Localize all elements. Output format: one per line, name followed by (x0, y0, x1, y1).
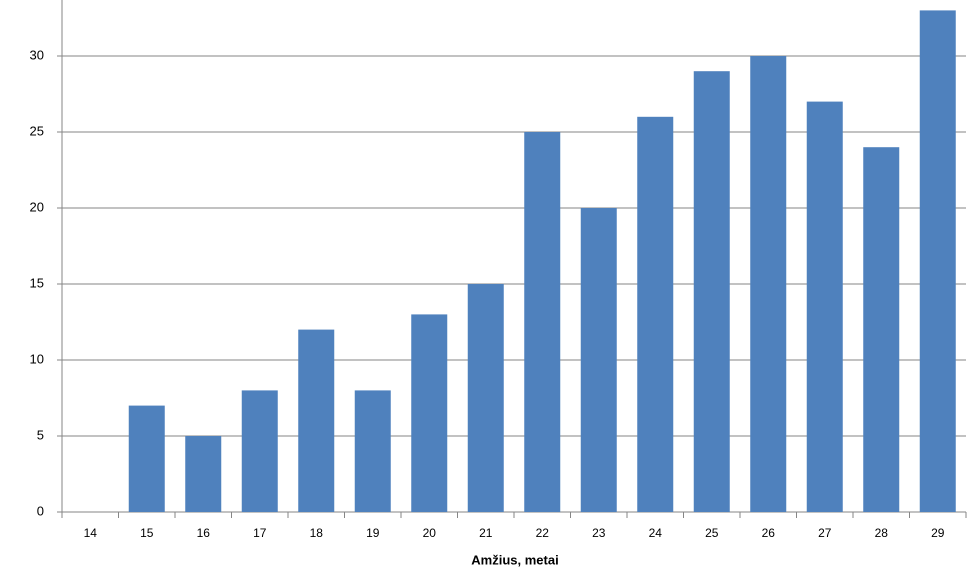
bar (241, 390, 278, 512)
x-tick-label: 18 (310, 526, 324, 540)
bar (580, 208, 617, 512)
x-tick-label: 23 (592, 526, 606, 540)
x-tick-label: 15 (140, 526, 154, 540)
bar (128, 405, 165, 512)
x-tick-label: 20 (423, 526, 437, 540)
x-tick-label: 14 (84, 526, 98, 540)
bar (750, 56, 787, 512)
bar (411, 314, 448, 512)
x-tick-label: 22 (536, 526, 550, 540)
x-tick-label: 25 (705, 526, 719, 540)
y-tick-label: 15 (30, 275, 44, 290)
x-tick-label: 19 (366, 526, 380, 540)
y-tick-label: 5 (37, 427, 44, 442)
bar (298, 329, 335, 512)
bar (919, 10, 956, 513)
x-tick-label: 21 (479, 526, 493, 540)
y-tick-label: 20 (30, 199, 44, 214)
x-tick-label: 29 (931, 526, 945, 540)
x-tick-label: 17 (253, 526, 267, 540)
bar (524, 132, 561, 512)
bar (863, 147, 900, 512)
y-tick-label: 10 (30, 351, 44, 366)
x-axis-title: Amžius, metai (471, 552, 558, 567)
x-tick-label: 28 (875, 526, 889, 540)
x-tick-label: 16 (197, 526, 211, 540)
x-tick-label: 24 (649, 526, 663, 540)
bar (467, 284, 504, 512)
bar (354, 390, 391, 512)
bar (693, 71, 730, 512)
bar (185, 436, 222, 512)
y-tick-label: 25 (30, 123, 44, 138)
y-tick-label: 30 (30, 47, 44, 62)
bar (806, 101, 843, 512)
x-tick-label: 26 (762, 526, 776, 540)
bar (637, 116, 674, 513)
y-tick-label: 0 (37, 503, 44, 518)
x-tick-label: 27 (818, 526, 832, 540)
